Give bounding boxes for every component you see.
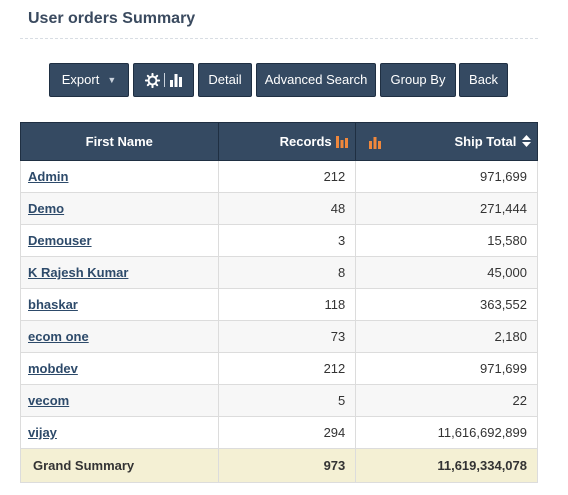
records-cell: 73 <box>217 320 357 353</box>
ship-total-cell: 22 <box>355 384 538 417</box>
grand-summary-ship-total: 11,619,334,078 <box>355 448 538 483</box>
ship-total-cell: 363,552 <box>355 288 538 321</box>
records-cell: 212 <box>217 160 357 193</box>
first-name-cell: vijay <box>20 416 219 449</box>
sort-icon[interactable] <box>522 135 531 147</box>
grand-summary-row: Grand Summary 973 11,619,334,078 <box>20 448 538 483</box>
records-cell: 294 <box>217 416 357 449</box>
first-name-cell: Demo <box>20 192 219 225</box>
first-name-cell: Admin <box>20 160 219 193</box>
summary-table: First Name Records S <box>20 122 538 483</box>
header-ship-total-label: Ship Total <box>454 134 517 149</box>
detail-button[interactable]: Detail <box>198 63 252 97</box>
group-by-button[interactable]: Group By <box>380 63 456 97</box>
first-name-cell: mobdev <box>20 352 219 385</box>
grand-summary-label: Grand Summary <box>20 448 219 483</box>
first-name-cell: bhaskar <box>20 288 219 321</box>
table-header-row: First Name Records S <box>20 122 538 161</box>
back-button[interactable]: Back <box>459 63 508 97</box>
table-row: Admin 212 971,699 <box>20 160 538 193</box>
user-link[interactable]: vecom <box>28 393 70 408</box>
header-records-label: Records <box>279 134 332 149</box>
ship-total-cell: 271,444 <box>355 192 538 225</box>
records-cell: 8 <box>217 256 357 289</box>
user-link[interactable]: vijay <box>28 425 57 440</box>
header-first-name-label: First Name <box>85 134 153 149</box>
export-label: Export <box>61 72 100 87</box>
grand-summary-records: 973 <box>217 448 357 483</box>
table-row: Demouser 3 15,580 <box>20 224 538 257</box>
ship-total-cell: 2,180 <box>355 320 538 353</box>
ship-total-cell: 15,580 <box>355 224 538 257</box>
bar-chart-icon[interactable] <box>368 135 382 149</box>
table-row: vecom 5 22 <box>20 384 538 417</box>
table-row: ecom one 73 2,180 <box>20 320 538 353</box>
advanced-search-button[interactable]: Advanced Search <box>256 63 376 97</box>
records-cell: 48 <box>217 192 357 225</box>
user-link[interactable]: Demo <box>28 201 65 216</box>
bar-chart-icon[interactable] <box>335 134 349 148</box>
table-row: vijay 294 11,616,692,899 <box>20 416 538 449</box>
user-link[interactable]: Demouser <box>28 233 92 248</box>
first-name-cell: vecom <box>20 384 219 417</box>
first-name-cell: K Rajesh Kumar <box>20 256 219 289</box>
page-title: User orders Summary <box>28 10 196 27</box>
toolbar-separator <box>163 73 165 87</box>
table-row: mobdev 212 971,699 <box>20 352 538 385</box>
table-row: K Rajesh Kumar 8 45,000 <box>20 256 538 289</box>
table-row: bhaskar 118 363,552 <box>20 288 538 321</box>
ship-total-cell: 971,699 <box>355 352 538 385</box>
user-link[interactable]: ecom one <box>28 329 89 344</box>
ship-total-cell: 45,000 <box>355 256 538 289</box>
gear-icon <box>144 72 160 88</box>
user-link[interactable]: Admin <box>28 169 69 184</box>
header-records[interactable]: Records <box>217 122 357 161</box>
header-first-name[interactable]: First Name <box>20 122 219 161</box>
chevron-down-icon: ▼ <box>107 75 117 85</box>
first-name-cell: ecom one <box>20 320 219 353</box>
table-row: Demo 48 271,444 <box>20 192 538 225</box>
header-ship-total[interactable]: Ship Total <box>355 122 538 161</box>
bar-chart-icon <box>169 74 182 87</box>
records-cell: 5 <box>217 384 357 417</box>
title-divider <box>20 38 538 39</box>
records-cell: 212 <box>217 352 357 385</box>
user-link[interactable]: mobdev <box>28 361 78 376</box>
chart-settings-button[interactable] <box>133 63 194 97</box>
first-name-cell: Demouser <box>20 224 219 257</box>
records-cell: 118 <box>217 288 357 321</box>
records-cell: 3 <box>217 224 357 257</box>
ship-total-cell: 11,616,692,899 <box>355 416 538 449</box>
user-link[interactable]: bhaskar <box>28 297 78 312</box>
ship-total-cell: 971,699 <box>355 160 538 193</box>
export-button[interactable]: Export ▼ <box>49 63 129 97</box>
user-link[interactable]: K Rajesh Kumar <box>28 265 129 280</box>
